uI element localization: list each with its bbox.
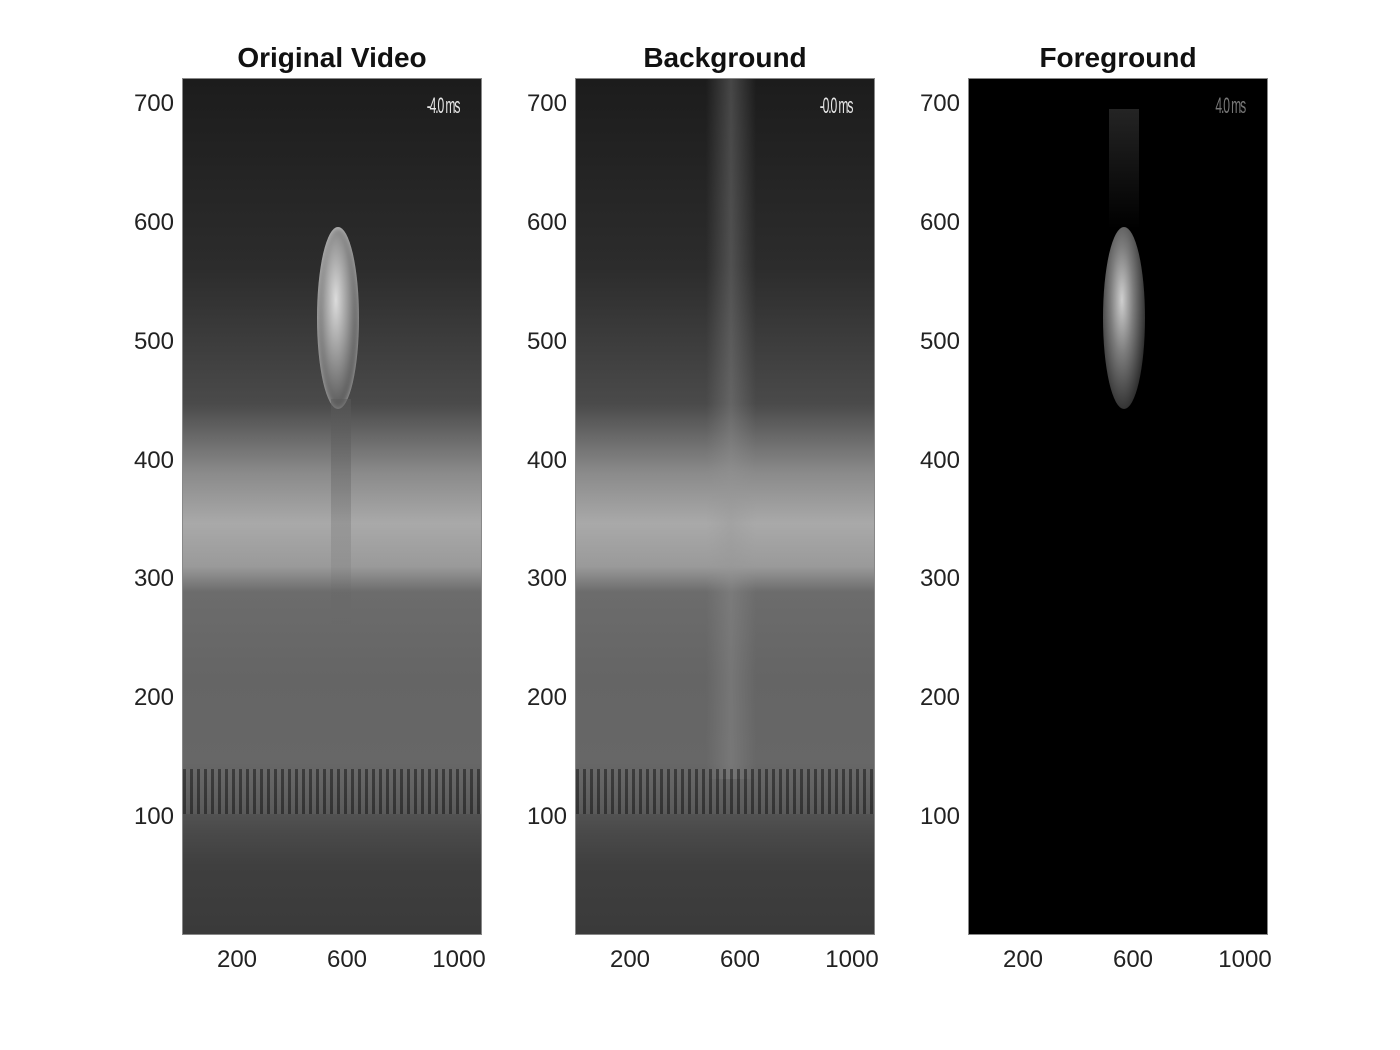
faint-trace [1109,109,1139,229]
panel-original-video: Original Video -4.0 ms 200 600 1000 [182,0,482,1050]
droplet-trail [331,399,351,629]
panel-title: Background [575,42,875,74]
y-tick-label: 400 [507,449,567,473]
video-frame-background: -0.0 ms [575,78,875,935]
y-tick-label: 200 [507,686,567,710]
x-tick-label: 1000 [1200,946,1290,974]
timestamp-label: -0.0 ms [819,93,852,119]
y-tick-label: 600 [114,211,174,235]
y-tick-label: 500 [114,330,174,354]
y-tick-label: 100 [114,805,174,829]
panel-background: Background -0.0 ms 200 600 1000 [575,0,875,1050]
panel-title: Original Video [182,42,482,74]
y-tick-label: 300 [507,567,567,591]
x-tick-label: 600 [1088,946,1178,974]
background-streak [706,79,756,779]
y-tick-label: 600 [900,211,960,235]
x-tick-label: 1000 [807,946,897,974]
video-frame-original: -4.0 ms [182,78,482,935]
y-tick-label: 300 [114,567,174,591]
y-tick-label: 600 [507,211,567,235]
timestamp-label: -4.0 ms [426,93,459,119]
y-tick-label: 100 [507,805,567,829]
y-tick-label: 400 [900,449,960,473]
timestamp-label: 4.0 ms [1215,93,1245,119]
y-tick-label: 500 [507,330,567,354]
y-tick-label: 400 [114,449,174,473]
x-tick-label: 1000 [414,946,504,974]
y-tick-label: 700 [114,92,174,116]
x-tick-label: 600 [695,946,785,974]
y-tick-label: 700 [507,92,567,116]
x-tick-label: 200 [978,946,1068,974]
droplet [317,227,359,409]
x-tick-label: 600 [302,946,392,974]
video-frame-foreground: 4.0 ms [968,78,1268,935]
droplet [1103,227,1145,409]
ground-texture [576,769,874,814]
panel-title: Foreground [968,42,1268,74]
x-tick-label: 200 [192,946,282,974]
x-tick-label: 200 [585,946,675,974]
y-tick-label: 500 [900,330,960,354]
y-tick-label: 100 [900,805,960,829]
y-tick-label: 200 [900,686,960,710]
y-tick-label: 300 [900,567,960,591]
y-tick-label: 700 [900,92,960,116]
panel-foreground: Foreground 4.0 ms 200 600 1000 [968,0,1268,1050]
ground-texture [183,769,481,814]
y-tick-label: 200 [114,686,174,710]
